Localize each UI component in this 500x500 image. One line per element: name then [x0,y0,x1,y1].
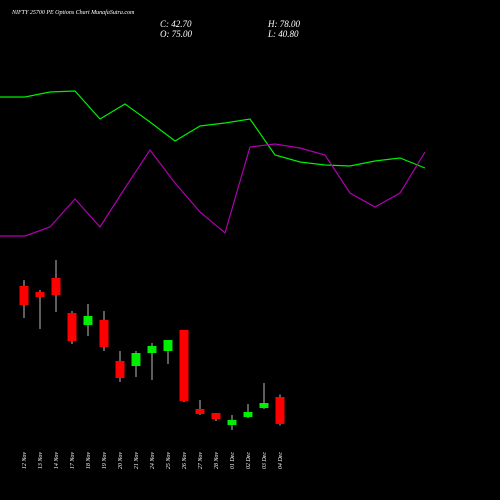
x-tick-label: 26 Nov [182,452,188,470]
x-tick-label: 04 Dec [277,452,284,469]
candle-body [99,320,109,347]
candle-body [163,340,173,351]
candle-body [83,316,93,325]
x-tick-label: 03 Dec [262,452,268,469]
stat-high: H: 78.00 [267,19,300,29]
x-tick-label: 17 Nov [70,452,76,470]
x-tick-label: 14 Nov [53,452,60,470]
x-tick-label: 18 Nov [86,452,92,470]
candle-body [19,286,29,305]
candle-body [211,413,221,419]
indicator-line [0,143,426,237]
candle-body [51,278,61,295]
x-tick-label: 28 Nov [214,452,220,470]
candle-body [147,346,157,353]
candle-body [195,409,205,414]
x-tick-label: 21 Nov [134,452,140,470]
candle-body [243,412,253,417]
candle-body [179,330,189,401]
x-tick-label: 01 Dec [230,452,236,469]
stat-open: O: 75.00 [160,29,192,39]
x-tick-label: 19 Nov [102,452,108,470]
x-tick-label: 13 Nov [38,452,44,470]
chart-title: NIFTY 25700 PE Options Chart MunafaSutra… [11,9,135,16]
candle-body [275,397,285,424]
candle-body [227,420,237,425]
x-tick-label: 27 Nov [198,452,204,470]
candle-body [131,353,141,366]
x-tick-label: 24 Nov [149,452,156,470]
x-tick-label: 02 Dec [246,452,252,469]
x-tick-label: 20 Nov [118,452,124,470]
x-tick-label: 12 Nov [22,452,28,470]
stat-close: C: 42.70 [160,19,192,29]
indicator-line [0,90,426,169]
candle-body [115,361,125,378]
stat-low: L: 40.80 [267,29,299,39]
x-tick-label: 25 Nov [166,452,172,470]
candle-body [259,403,269,408]
candle-body [35,292,45,297]
candle-body [67,313,77,341]
